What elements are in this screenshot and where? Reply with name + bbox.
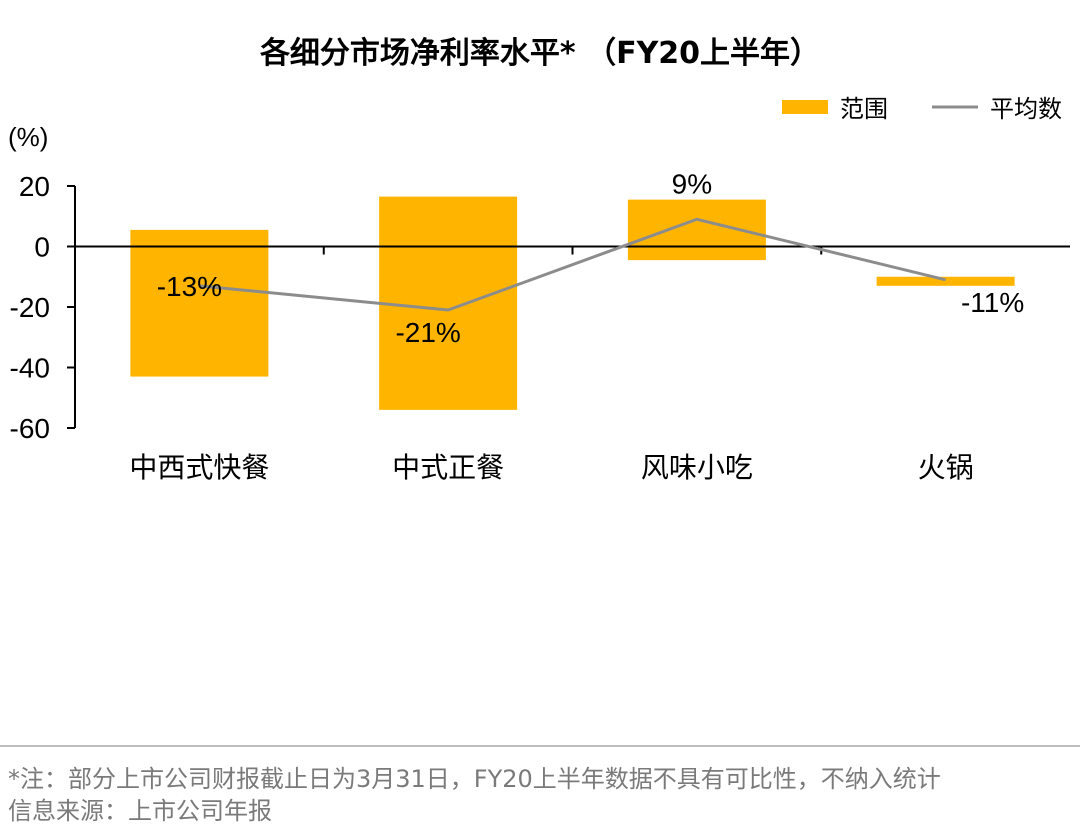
footer-divider xyxy=(0,745,1080,747)
legend-label-average: 平均数 xyxy=(990,95,1062,123)
y-tick-label: -60 xyxy=(10,413,50,444)
range-bar xyxy=(379,196,518,410)
legend-label-range: 范围 xyxy=(840,95,888,123)
average-data-label: 9% xyxy=(672,168,712,199)
y-tick-label: -20 xyxy=(10,292,50,323)
footer-source: 信息来源：上市公司年报 xyxy=(8,797,272,825)
average-data-label: -21% xyxy=(395,317,460,348)
legend-swatch-range xyxy=(782,100,828,114)
x-tick-label: 火锅 xyxy=(918,451,974,484)
chart-canvas: 范围 平均数 (%) 20 0 -20 -40 -60 中西式快餐 中式正餐 风味小吃 火锅 -1… xyxy=(8,95,1070,484)
y-tick-label: -40 xyxy=(10,353,50,384)
chart-title: 各细分市场净利率水平* （FY20上半年） xyxy=(259,36,821,71)
y-tick-label: 0 xyxy=(34,232,50,263)
average-data-label: -13% xyxy=(157,271,222,302)
footer-note: *注：部分上市公司财报截止日为3月31日，FY20上半年数据不具有可比性，不纳入… xyxy=(8,765,941,793)
x-tick-label: 风味小吃 xyxy=(641,451,753,484)
average-data-label: -11% xyxy=(961,287,1024,318)
y-axis-unit-label: (%) xyxy=(8,122,48,152)
x-tick-label: 中式正餐 xyxy=(392,451,504,484)
range-bar xyxy=(876,276,1015,286)
range-bar xyxy=(130,229,269,377)
y-tick-label: 20 xyxy=(19,171,50,202)
x-tick-label: 中西式快餐 xyxy=(129,451,269,484)
average-line xyxy=(199,217,946,312)
footer: *注：部分上市公司财报截止日为3月31日，FY20上半年数据不具有可比性，不纳入… xyxy=(0,745,1080,827)
